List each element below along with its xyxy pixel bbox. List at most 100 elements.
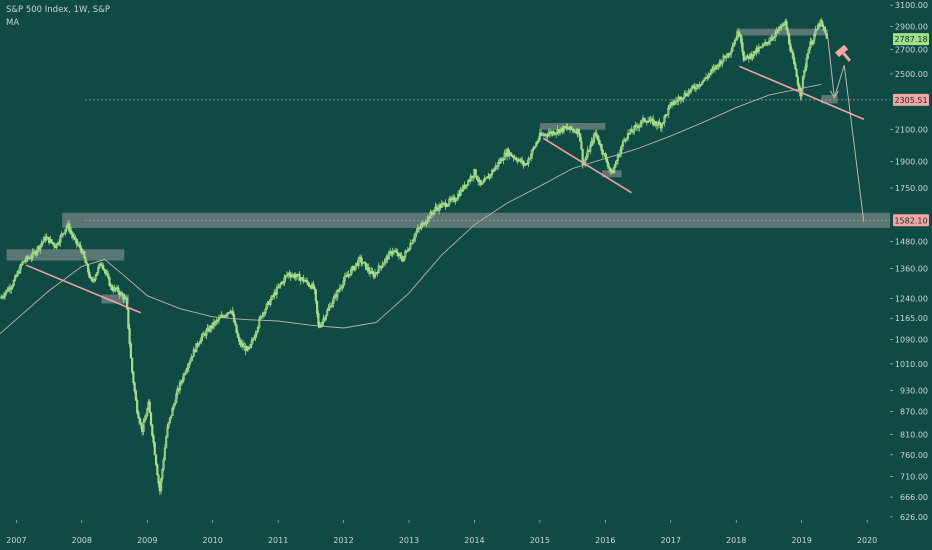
candle-body-525 (660, 123, 664, 129)
candle-body-102 (128, 328, 131, 345)
trendline-0[interactable] (25, 264, 142, 314)
candle-body-219 (275, 287, 278, 295)
candle-body-158 (198, 341, 202, 344)
candle-body-140 (176, 388, 179, 395)
candle-body-7 (8, 287, 12, 290)
zone-2[interactable] (539, 122, 606, 130)
x-tick-label: 2017 (661, 536, 681, 545)
candle-body-450 (566, 126, 569, 129)
price-label-target-1: 2305.51 (894, 96, 927, 105)
x-tick-label: 2012 (333, 536, 353, 545)
candle-body-310 (390, 251, 393, 255)
candle-body-240 (302, 277, 305, 282)
candle-body-461 (580, 141, 583, 150)
zone-5[interactable] (821, 95, 838, 104)
candle-body-125 (157, 474, 160, 484)
hammer-head (835, 44, 849, 58)
candle-body-536 (674, 100, 677, 103)
candle-body-108 (136, 400, 139, 413)
candle-body-36 (45, 236, 48, 241)
candle-body-270 (339, 287, 343, 289)
candle-body-300 (377, 265, 380, 274)
candle-body-68 (85, 262, 88, 265)
candle-body-343 (431, 212, 435, 215)
trendline-1[interactable] (542, 137, 632, 194)
candle-body-503 (633, 125, 636, 132)
candle-body-597 (751, 55, 754, 59)
price-label-current: 2787.18 (894, 35, 927, 44)
y-tick-label: 760.00 (900, 451, 928, 460)
candle-body-377 (474, 169, 477, 177)
candle-body-559 (703, 77, 706, 81)
y-tick-label: 1010.00 (895, 360, 928, 369)
candle-body-637 (801, 76, 805, 89)
candle-body-647 (814, 29, 817, 35)
candle-body-190 (239, 340, 242, 345)
candle-body-44 (55, 243, 58, 249)
candle-body-534 (672, 103, 675, 106)
trendline-2[interactable] (739, 65, 865, 120)
candle-body-213 (268, 301, 271, 305)
candle-body-511 (643, 117, 646, 122)
candle-body-477 (600, 144, 603, 151)
candle-body-558 (702, 80, 705, 82)
candle-body-429 (540, 132, 543, 136)
price-label-box-target-2[interactable] (893, 214, 929, 227)
candle-body-615 (774, 33, 777, 38)
projection-arrowhead (829, 90, 839, 99)
candle-body-132 (166, 426, 169, 438)
zone-4[interactable] (736, 28, 828, 36)
candle-body-60 (75, 238, 78, 245)
candle-body-356 (448, 198, 451, 205)
candle-body-116 (146, 408, 149, 417)
candle-body-184 (231, 310, 234, 315)
candle-body-339 (426, 216, 429, 222)
candle-body-199 (250, 340, 253, 346)
candle-body-237 (298, 274, 301, 281)
candle-body-602 (757, 47, 760, 52)
candle-body-537 (675, 100, 679, 103)
candle-body-399 (502, 159, 505, 161)
price-label-box-current[interactable] (893, 33, 929, 46)
moving-average-line[interactable] (0, 83, 822, 335)
candle-body-59 (74, 237, 77, 240)
candle-body-589 (741, 42, 744, 53)
candle-body-94 (118, 291, 121, 296)
candle-body-407 (512, 155, 515, 158)
candle-body-51 (64, 229, 67, 234)
zone-1[interactable] (101, 294, 129, 304)
candle-body-280 (352, 266, 355, 271)
candle-body-498 (626, 133, 630, 139)
candle-body-321 (404, 251, 407, 257)
candle-body-548 (689, 88, 693, 92)
candle-body-134 (168, 417, 171, 423)
zone-0[interactable] (6, 249, 125, 261)
candle-body-529 (665, 114, 669, 116)
candle-body-327 (411, 240, 414, 244)
candle-body-188 (236, 332, 239, 338)
candle-body-278 (350, 269, 353, 276)
projection-path[interactable] (827, 37, 865, 222)
candle-body-481 (605, 156, 608, 163)
y-tick-label: 1240.00 (895, 294, 928, 303)
candle-body-99 (124, 297, 127, 299)
zone-6[interactable] (62, 212, 890, 228)
candle-body-151 (190, 357, 193, 362)
candle-body-144 (181, 379, 184, 383)
candle-body-362 (455, 198, 458, 201)
candle-body-63 (79, 245, 82, 250)
candle-body-632 (795, 68, 798, 78)
candle-body-535 (673, 100, 676, 104)
price-label-box-target-1[interactable] (893, 93, 929, 106)
candle-body-170 (214, 321, 217, 326)
candle-body-260 (327, 307, 330, 311)
candle-body-150 (188, 360, 192, 365)
indicator-label[interactable]: MA (6, 18, 20, 28)
candle-body-475 (597, 139, 601, 145)
candle-body-562 (707, 74, 710, 78)
candle-body-426 (536, 141, 539, 144)
candle-body-478 (601, 150, 604, 155)
candle-body-505 (635, 125, 638, 128)
candle-body-262 (329, 305, 333, 308)
